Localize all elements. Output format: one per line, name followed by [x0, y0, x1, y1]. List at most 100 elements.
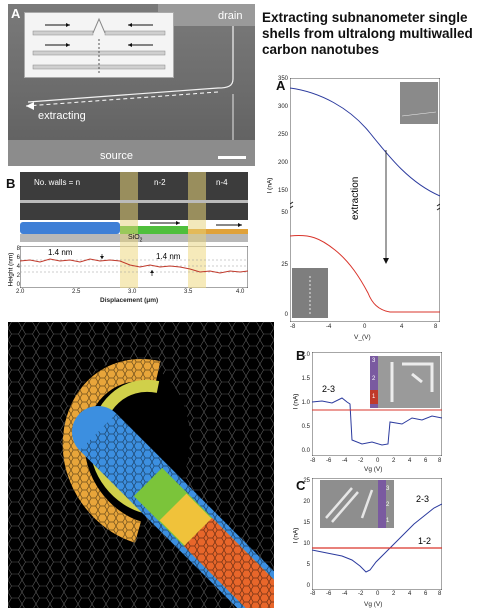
highlight-2 — [188, 172, 206, 220]
schematic-inset — [24, 12, 174, 78]
height-xtick: 3.5 — [184, 289, 193, 295]
right-a-ytick: 250 — [277, 132, 288, 138]
wall-label-n2: n-2 — [154, 178, 166, 187]
right-a-plot — [290, 78, 440, 322]
right-b-ytick: 2.0 — [301, 352, 310, 358]
right-b-xtick: 4 — [408, 458, 412, 464]
extraction-label: extraction — [350, 176, 361, 220]
wall-label-n4: n-4 — [216, 178, 228, 187]
right-a-xlabel: V_(V) — [354, 334, 371, 341]
right-b-xtick: 8 — [438, 458, 442, 464]
afm-tube-line — [20, 200, 248, 203]
highlight-1 — [120, 172, 138, 220]
right-b-ytick: 0.5 — [301, 424, 310, 430]
height-ytick: 8 — [16, 246, 20, 252]
right-a-xtick: 8 — [434, 324, 438, 330]
right-b-xtick: -4 — [342, 458, 348, 464]
sio2-label: SiO2 — [128, 234, 142, 243]
source-electrode — [8, 140, 255, 166]
right-a-ytick: 0 — [284, 312, 288, 318]
right-c-yticks: 25 20 15 10 5 0 — [296, 478, 310, 594]
right-b-xticks: -8 -6 -4 -2 0 2 4 6 8 — [310, 458, 442, 466]
height-xticks: 2.0 2.5 3.0 3.5 4.0 — [16, 289, 248, 297]
sio2-text: SiO — [128, 234, 140, 241]
right-c-plot — [312, 478, 442, 590]
right-c-xtick: -6 — [326, 591, 332, 597]
nanotube-rendering — [8, 322, 274, 608]
c-mark-2: 2 — [386, 502, 390, 508]
right-a-ytick: 150 — [277, 188, 288, 194]
right-c-xlabel: Vg (V) — [364, 601, 383, 608]
scale-bar — [218, 156, 246, 159]
right-c-xticks: -8 -6 -4 -2 0 2 4 6 8 — [310, 591, 442, 599]
right-c-letter: C — [296, 478, 306, 493]
right-b-ytick: 1.0 — [301, 400, 310, 406]
right-b-ytick: 0.0 — [301, 448, 310, 454]
b-mark-1: 1 — [372, 394, 376, 400]
right-b-yticks: 2.0 1.5 1.0 0.5 0.0 — [296, 352, 310, 456]
right-a-ytick: 300 — [277, 104, 288, 110]
panel-b-letter: B — [6, 176, 16, 191]
right-c-xtick: 0 — [376, 591, 380, 597]
height-ytick: 0 — [16, 282, 20, 288]
right-a-xticks: -8 -4 0 4 8 — [290, 324, 440, 332]
right-c-xtick: 8 — [438, 591, 442, 597]
right-c-ytick: 20 — [303, 499, 310, 505]
extracting-label: extracting — [38, 110, 86, 122]
c-curve-label-12: 1-2 — [418, 536, 432, 546]
right-c-ytick: 0 — [306, 583, 310, 589]
height-xtick: 2.0 — [16, 289, 25, 295]
tube-schematic — [20, 220, 248, 246]
height-ytick: 2 — [16, 273, 20, 279]
b-curve-label: 2-3 — [322, 384, 336, 394]
right-b-xtick: 0 — [376, 458, 380, 464]
right-c-ytick: 10 — [303, 541, 310, 547]
wall-label-n: No. walls = n — [34, 178, 81, 187]
height-profile-plot — [20, 246, 248, 288]
right-b-xtick: 2 — [392, 458, 396, 464]
right-c-xtick: 2 — [392, 591, 396, 597]
right-b-plot — [312, 352, 442, 456]
right-c-ytick: 15 — [303, 520, 310, 526]
right-a-xtick: -4 — [326, 324, 332, 330]
nanotube-illustration — [8, 322, 274, 608]
schematic-drawing — [32, 17, 166, 73]
figure-title: Extracting subnanometer single shells fr… — [262, 10, 473, 57]
height-ytick: 6 — [16, 255, 20, 261]
drain-electrode — [158, 4, 255, 26]
source-label: source — [100, 150, 134, 162]
height-xtick: 2.5 — [72, 289, 81, 295]
right-b-ytick: 1.5 — [301, 376, 310, 382]
right-a-xtick: 4 — [400, 324, 404, 330]
height-xtick: 4.0 — [236, 289, 245, 295]
sio2-sub: 2 — [139, 237, 143, 244]
right-c-xtick: -4 — [342, 591, 348, 597]
height-xtick: 3.0 — [128, 289, 137, 295]
sem-image-extracting: drain source extracting A — [8, 4, 255, 166]
c-mark-1: 1 — [386, 518, 390, 524]
c-mark-3: 3 — [386, 486, 390, 492]
panel-a-letter: A — [11, 6, 21, 21]
right-a-ytick: 200 — [277, 160, 288, 166]
right-a-xtick: -8 — [290, 324, 296, 330]
right-c-ytick: 25 — [303, 478, 310, 484]
height-ytick: 4 — [16, 264, 20, 270]
right-b-xtick: -8 — [310, 458, 316, 464]
step-label-2: 1.4 nm — [156, 252, 181, 261]
height-yticks: 8 6 4 2 0 — [8, 246, 20, 288]
right-c-xtick: -2 — [358, 591, 364, 597]
right-b-letter: B — [296, 348, 306, 363]
right-c-ytick: 5 — [306, 562, 310, 568]
right-a-xtick: 0 — [363, 324, 367, 330]
right-a-yticks: 350 300 250 200 150 50 25 0 — [268, 76, 290, 326]
right-b-xlabel: Vg (V) — [364, 466, 383, 473]
right-b-xtick: -2 — [358, 458, 364, 464]
b-mark-2: 2 — [372, 376, 376, 382]
right-a-letter: A — [276, 78, 286, 93]
step-label-1: 1.4 nm — [48, 248, 73, 257]
right-c-xtick: -8 — [310, 591, 316, 597]
nanotube-trace — [25, 26, 234, 140]
b-mark-3: 3 — [372, 358, 376, 364]
right-a-ytick: 350 — [277, 76, 288, 82]
afm-strip: No. walls = n n-2 n-4 — [20, 172, 248, 220]
